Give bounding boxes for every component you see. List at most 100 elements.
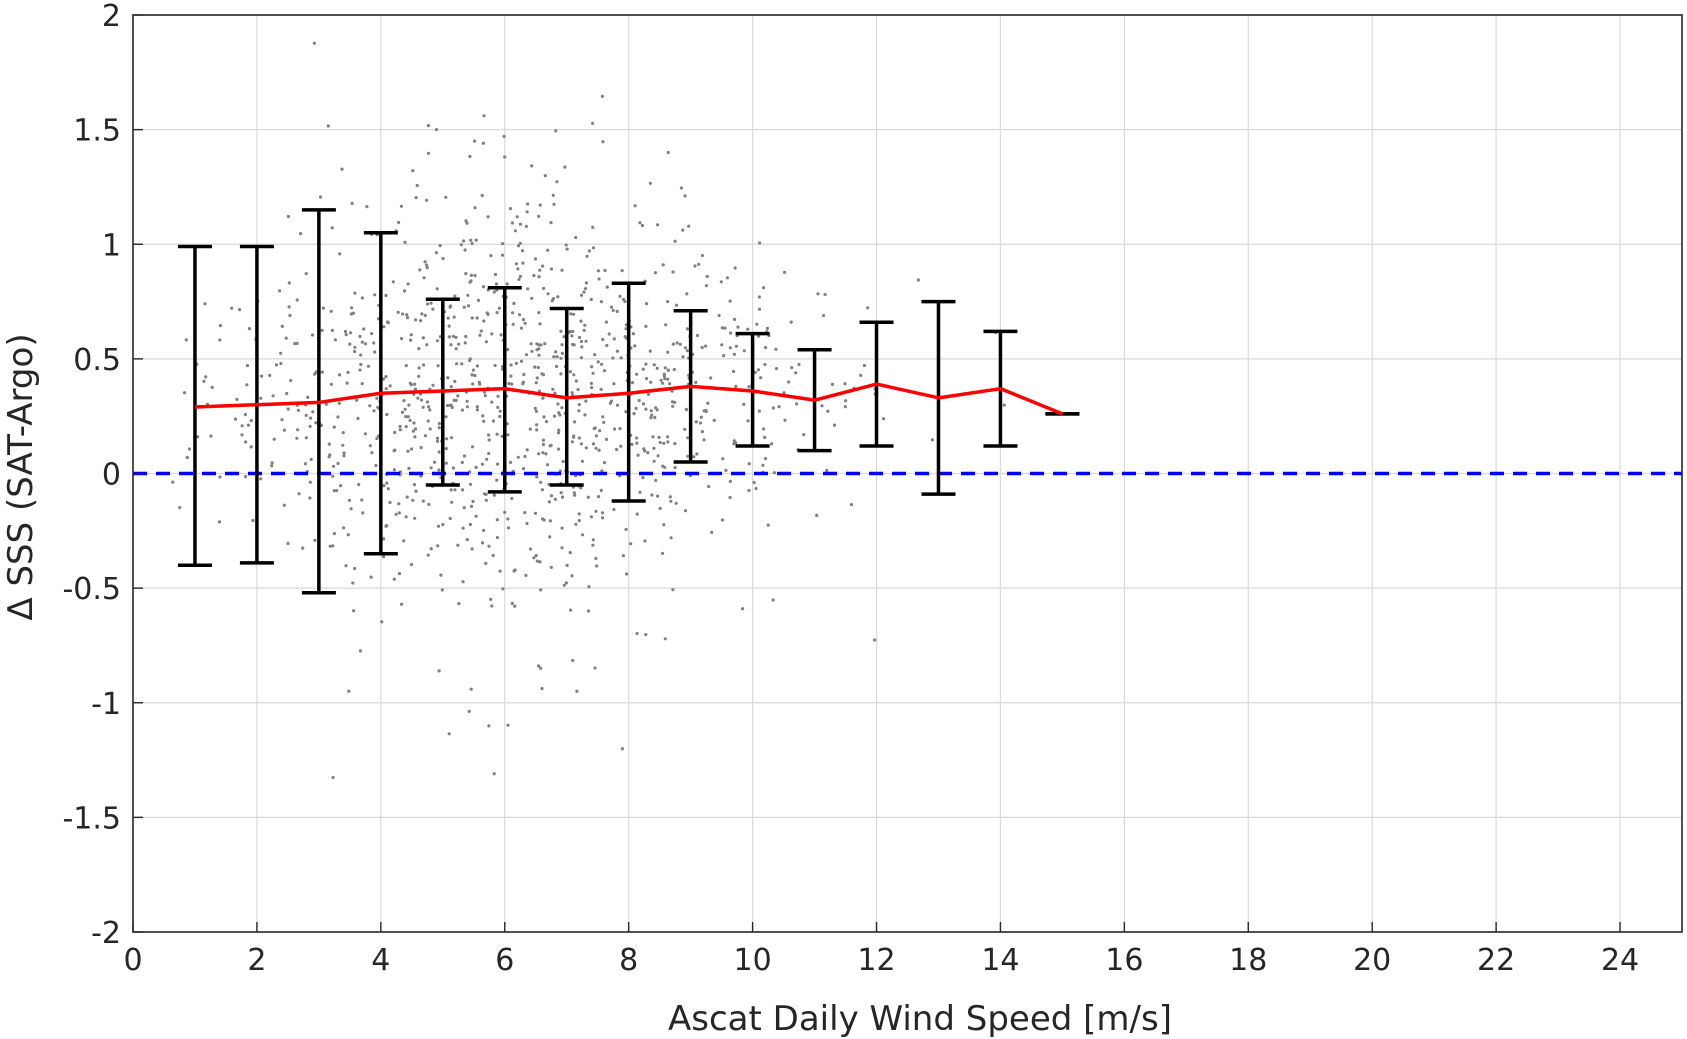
scatter-point [535, 348, 539, 352]
scatter-point [382, 537, 386, 541]
scatter-point [635, 436, 639, 440]
scatter-point [568, 551, 572, 555]
scatter-point [295, 436, 299, 440]
scatter-point [580, 345, 584, 349]
scatter-point [521, 318, 526, 322]
scatter-point [693, 264, 697, 268]
scatter-point [619, 356, 623, 360]
scatter-point [741, 607, 745, 611]
scatter-point [411, 429, 415, 433]
scatter-point [366, 364, 370, 368]
scatter-point [666, 377, 670, 381]
scatter-point [330, 226, 334, 230]
scatter-point [493, 272, 498, 277]
scatter-point [650, 413, 654, 417]
scatter-point [473, 273, 477, 278]
scatter-point [524, 224, 529, 228]
scatter-point [582, 328, 586, 332]
scatter-point [635, 441, 639, 445]
scatter-point [579, 442, 584, 446]
scatter-point [405, 316, 410, 320]
scatter-point [365, 205, 369, 209]
scatter-point [537, 214, 541, 218]
scatter-point [444, 447, 448, 451]
scatter-point [556, 295, 560, 299]
scatter-point [579, 319, 583, 323]
scatter-point [636, 453, 640, 457]
x-tick-label: 10 [734, 943, 772, 978]
scatter-point [287, 281, 291, 285]
scatter-point [783, 418, 787, 422]
scatter-point [843, 405, 847, 409]
scatter-point [546, 292, 550, 296]
scatter-point [343, 329, 347, 334]
scatter-point [384, 387, 388, 391]
scatter-point [469, 273, 473, 277]
scatter-point [601, 140, 605, 144]
scatter-point [560, 351, 565, 355]
scatter-point [782, 391, 786, 395]
y-tick-label: 1 [102, 228, 121, 263]
scatter-point [376, 405, 380, 409]
scatter-point [453, 379, 457, 384]
scatter-point [286, 214, 290, 219]
scatter-point [359, 353, 363, 357]
scatter-point [623, 335, 627, 339]
scatter-point [385, 412, 389, 417]
scatter-point [826, 409, 830, 413]
scatter-point [457, 342, 461, 346]
scatter-point [342, 526, 346, 530]
scatter-point [444, 415, 448, 419]
scatter-point [399, 337, 404, 341]
scatter-point [765, 326, 770, 330]
scatter-point [596, 360, 600, 364]
scatter-point [410, 447, 414, 451]
scatter-point [638, 221, 642, 225]
scatter-point [621, 554, 626, 558]
scatter-point [673, 442, 677, 446]
scatter-point [403, 407, 407, 411]
scatter-point [459, 243, 463, 247]
scatter-point [859, 373, 863, 377]
scatter-point [388, 500, 392, 505]
scatter-point [557, 447, 561, 451]
scatter-point [553, 497, 558, 501]
scatter-point [815, 513, 819, 518]
scatter-point [608, 401, 613, 405]
scatter-point [583, 287, 588, 291]
scatter-point [284, 336, 288, 340]
scatter-point [421, 499, 425, 503]
scatter-point [349, 507, 353, 511]
scatter-point [286, 407, 290, 411]
scatter-point [417, 347, 421, 351]
scatter-point [320, 370, 324, 374]
scatter-point [329, 382, 333, 386]
scatter-point [756, 368, 761, 372]
scatter-point [605, 285, 609, 289]
scatter-point [448, 403, 452, 407]
scatter-point [372, 341, 376, 345]
scatter-point [404, 425, 408, 429]
y-tick-label: 1.5 [73, 114, 121, 149]
scatter-point [652, 446, 656, 450]
scatter-point [251, 518, 255, 523]
scatter-point [249, 445, 253, 449]
scatter-point [308, 480, 312, 484]
scatter-point [533, 511, 538, 515]
scatter-point [558, 413, 562, 417]
scatter-point [270, 464, 274, 468]
scatter-point [704, 344, 708, 348]
scatter-point [572, 312, 576, 316]
scatter-point [641, 402, 646, 406]
scatter-point [573, 493, 577, 497]
scatter-point [348, 342, 352, 346]
scatter-point [500, 434, 504, 438]
scatter-point [685, 292, 689, 296]
scatter-point [557, 428, 561, 432]
scatter-point [643, 539, 647, 543]
scatter-point [916, 278, 921, 282]
scatter-point [650, 493, 654, 497]
scatter-point [728, 299, 732, 303]
scatter-point [510, 382, 514, 386]
scatter-point [399, 204, 403, 208]
